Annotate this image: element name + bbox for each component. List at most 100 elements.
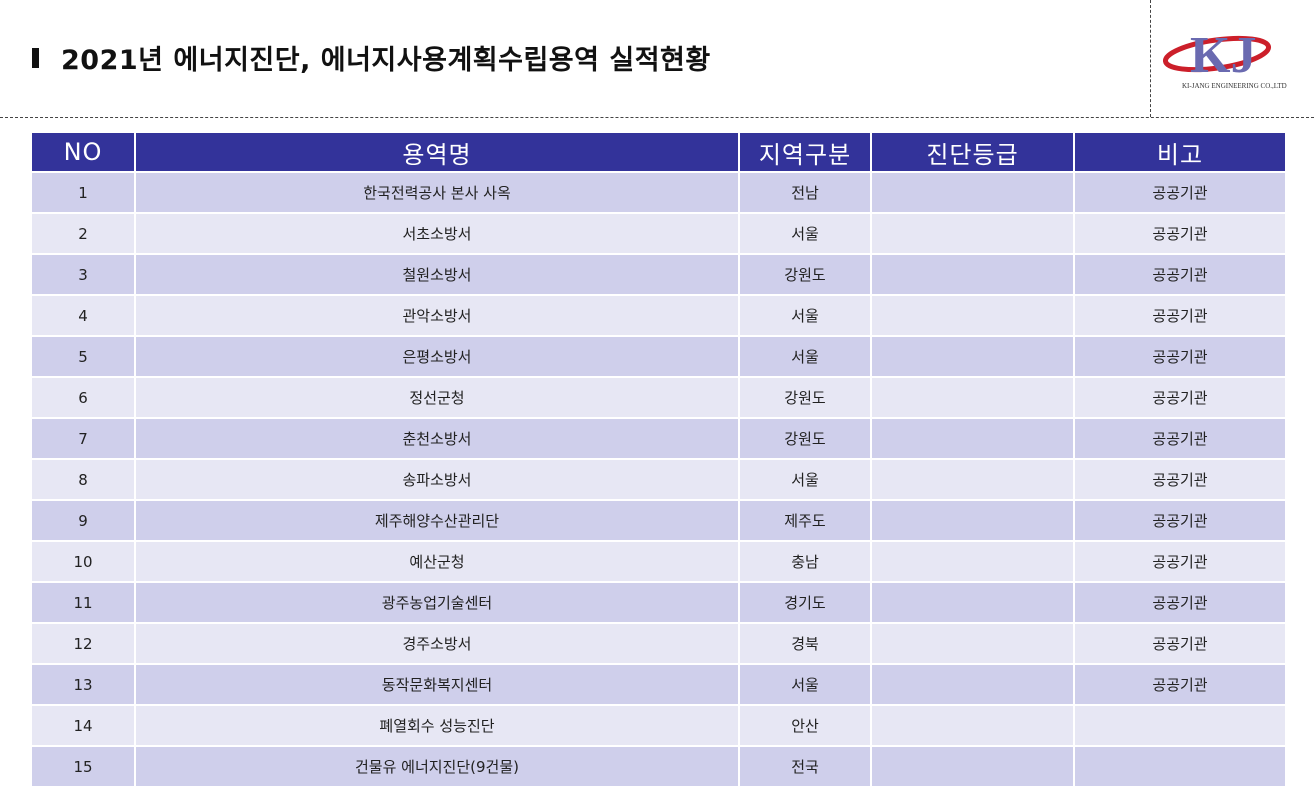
column-header-region: 지역구분 <box>740 133 870 171</box>
table-row: 7 춘천소방서 강원도 공공기관 <box>32 419 1285 458</box>
logo-divider <box>1150 0 1151 117</box>
cell-project-name: 한국전력공사 본사 사옥 <box>136 173 738 212</box>
cell-note: 공공기관 <box>1075 255 1285 294</box>
cell-note: 공공기관 <box>1075 665 1285 704</box>
cell-grade <box>872 378 1073 417</box>
cell-no: 13 <box>32 665 134 704</box>
column-header-no: NO <box>32 133 134 171</box>
cell-region: 안산 <box>740 706 870 745</box>
table-row: 9 제주해양수산관리단 제주도 공공기관 <box>32 501 1285 540</box>
cell-region: 서울 <box>740 460 870 499</box>
table-row: 4 관악소방서 서울 공공기관 <box>32 296 1285 335</box>
cell-note: 공공기관 <box>1075 501 1285 540</box>
cell-region: 경기도 <box>740 583 870 622</box>
cell-grade <box>872 501 1073 540</box>
cell-grade <box>872 624 1073 663</box>
cell-no: 10 <box>32 542 134 581</box>
cell-region: 제주도 <box>740 501 870 540</box>
table-body: 1 한국전력공사 본사 사옥 전남 공공기관 2 서초소방서 서울 공공기관 3 철원소방서 강원도… <box>32 173 1285 786</box>
cell-grade <box>872 665 1073 704</box>
cell-no: 9 <box>32 501 134 540</box>
cell-no: 5 <box>32 337 134 376</box>
cell-note: 공공기관 <box>1075 296 1285 335</box>
cell-grade <box>872 255 1073 294</box>
cell-no: 3 <box>32 255 134 294</box>
cell-region: 강원도 <box>740 255 870 294</box>
cell-project-name: 서초소방서 <box>136 214 738 253</box>
cell-grade <box>872 542 1073 581</box>
table-row: 13 동작문화복지센터 서울 공공기관 <box>32 665 1285 704</box>
table-row: 15 건물유 에너지진단(9건물) 전국 <box>32 747 1285 786</box>
cell-project-name: 제주해양수산관리단 <box>136 501 738 540</box>
page-header: 2021년 에너지진단, 에너지사용계획수립용역 실적현황 KJ KI-JANG… <box>0 0 1314 118</box>
cell-region: 전국 <box>740 747 870 786</box>
table-row: 2 서초소방서 서울 공공기관 <box>32 214 1285 253</box>
cell-note: 공공기관 <box>1075 419 1285 458</box>
cell-project-name: 건물유 에너지진단(9건물) <box>136 747 738 786</box>
cell-note: 공공기관 <box>1075 583 1285 622</box>
cell-region: 경북 <box>740 624 870 663</box>
cell-note: 공공기관 <box>1075 337 1285 376</box>
column-header-grade: 진단등급 <box>872 133 1073 171</box>
cell-grade <box>872 747 1073 786</box>
cell-project-name: 광주농업기술센터 <box>136 583 738 622</box>
title-block: 2021년 에너지진단, 에너지사용계획수립용역 실적현황 <box>32 38 711 77</box>
cell-no: 8 <box>32 460 134 499</box>
title-bullet-icon <box>32 47 39 68</box>
cell-project-name: 예산군청 <box>136 542 738 581</box>
cell-project-name: 은평소방서 <box>136 337 738 376</box>
table-row: 14 폐열회수 성능진단 안산 <box>32 706 1285 745</box>
column-header-note: 비고 <box>1075 133 1285 171</box>
cell-project-name: 관악소방서 <box>136 296 738 335</box>
header-divider <box>0 117 1314 118</box>
cell-region: 강원도 <box>740 419 870 458</box>
cell-note: 공공기관 <box>1075 460 1285 499</box>
cell-grade <box>872 214 1073 253</box>
cell-region: 서울 <box>740 337 870 376</box>
cell-region: 서울 <box>740 665 870 704</box>
cell-note: 공공기관 <box>1075 214 1285 253</box>
cell-region: 강원도 <box>740 378 870 417</box>
cell-no: 6 <box>32 378 134 417</box>
cell-grade <box>872 296 1073 335</box>
cell-no: 15 <box>32 747 134 786</box>
cell-note: 공공기관 <box>1075 173 1285 212</box>
cell-grade <box>872 173 1073 212</box>
cell-region: 서울 <box>740 214 870 253</box>
table-row: 10 예산군청 충남 공공기관 <box>32 542 1285 581</box>
cell-project-name: 정선군청 <box>136 378 738 417</box>
logo-caption: KI-JANG ENGINEERING CO.,LTD <box>1182 82 1287 90</box>
cell-no: 14 <box>32 706 134 745</box>
cell-grade <box>872 337 1073 376</box>
cell-project-name: 경주소방서 <box>136 624 738 663</box>
company-logo-icon: KJ <box>1162 27 1272 84</box>
table-row: 1 한국전력공사 본사 사옥 전남 공공기관 <box>32 173 1285 212</box>
cell-region: 충남 <box>740 542 870 581</box>
table-row: 6 정선군청 강원도 공공기관 <box>32 378 1285 417</box>
cell-note <box>1075 706 1285 745</box>
cell-grade <box>872 706 1073 745</box>
cell-project-name: 송파소방서 <box>136 460 738 499</box>
cell-no: 11 <box>32 583 134 622</box>
cell-no: 7 <box>32 419 134 458</box>
performance-table: NO 용역명 지역구분 진단등급 비고 1 한국전력공사 본사 사옥 전남 공공기관 2… <box>30 131 1287 788</box>
cell-project-name: 철원소방서 <box>136 255 738 294</box>
cell-grade <box>872 583 1073 622</box>
cell-note: 공공기관 <box>1075 542 1285 581</box>
cell-project-name: 춘천소방서 <box>136 419 738 458</box>
cell-no: 4 <box>32 296 134 335</box>
cell-region: 전남 <box>740 173 870 212</box>
cell-grade <box>872 460 1073 499</box>
column-header-project-name: 용역명 <box>136 133 738 171</box>
table-row: 8 송파소방서 서울 공공기관 <box>32 460 1285 499</box>
table-row: 3 철원소방서 강원도 공공기관 <box>32 255 1285 294</box>
cell-note <box>1075 747 1285 786</box>
cell-note: 공공기관 <box>1075 624 1285 663</box>
table-row: 11 광주농업기술센터 경기도 공공기관 <box>32 583 1285 622</box>
cell-note: 공공기관 <box>1075 378 1285 417</box>
cell-no: 2 <box>32 214 134 253</box>
cell-region: 서울 <box>740 296 870 335</box>
page-title: 2021년 에너지진단, 에너지사용계획수립용역 실적현황 <box>61 45 711 76</box>
cell-grade <box>872 419 1073 458</box>
logo-letters: KJ <box>1190 27 1256 84</box>
